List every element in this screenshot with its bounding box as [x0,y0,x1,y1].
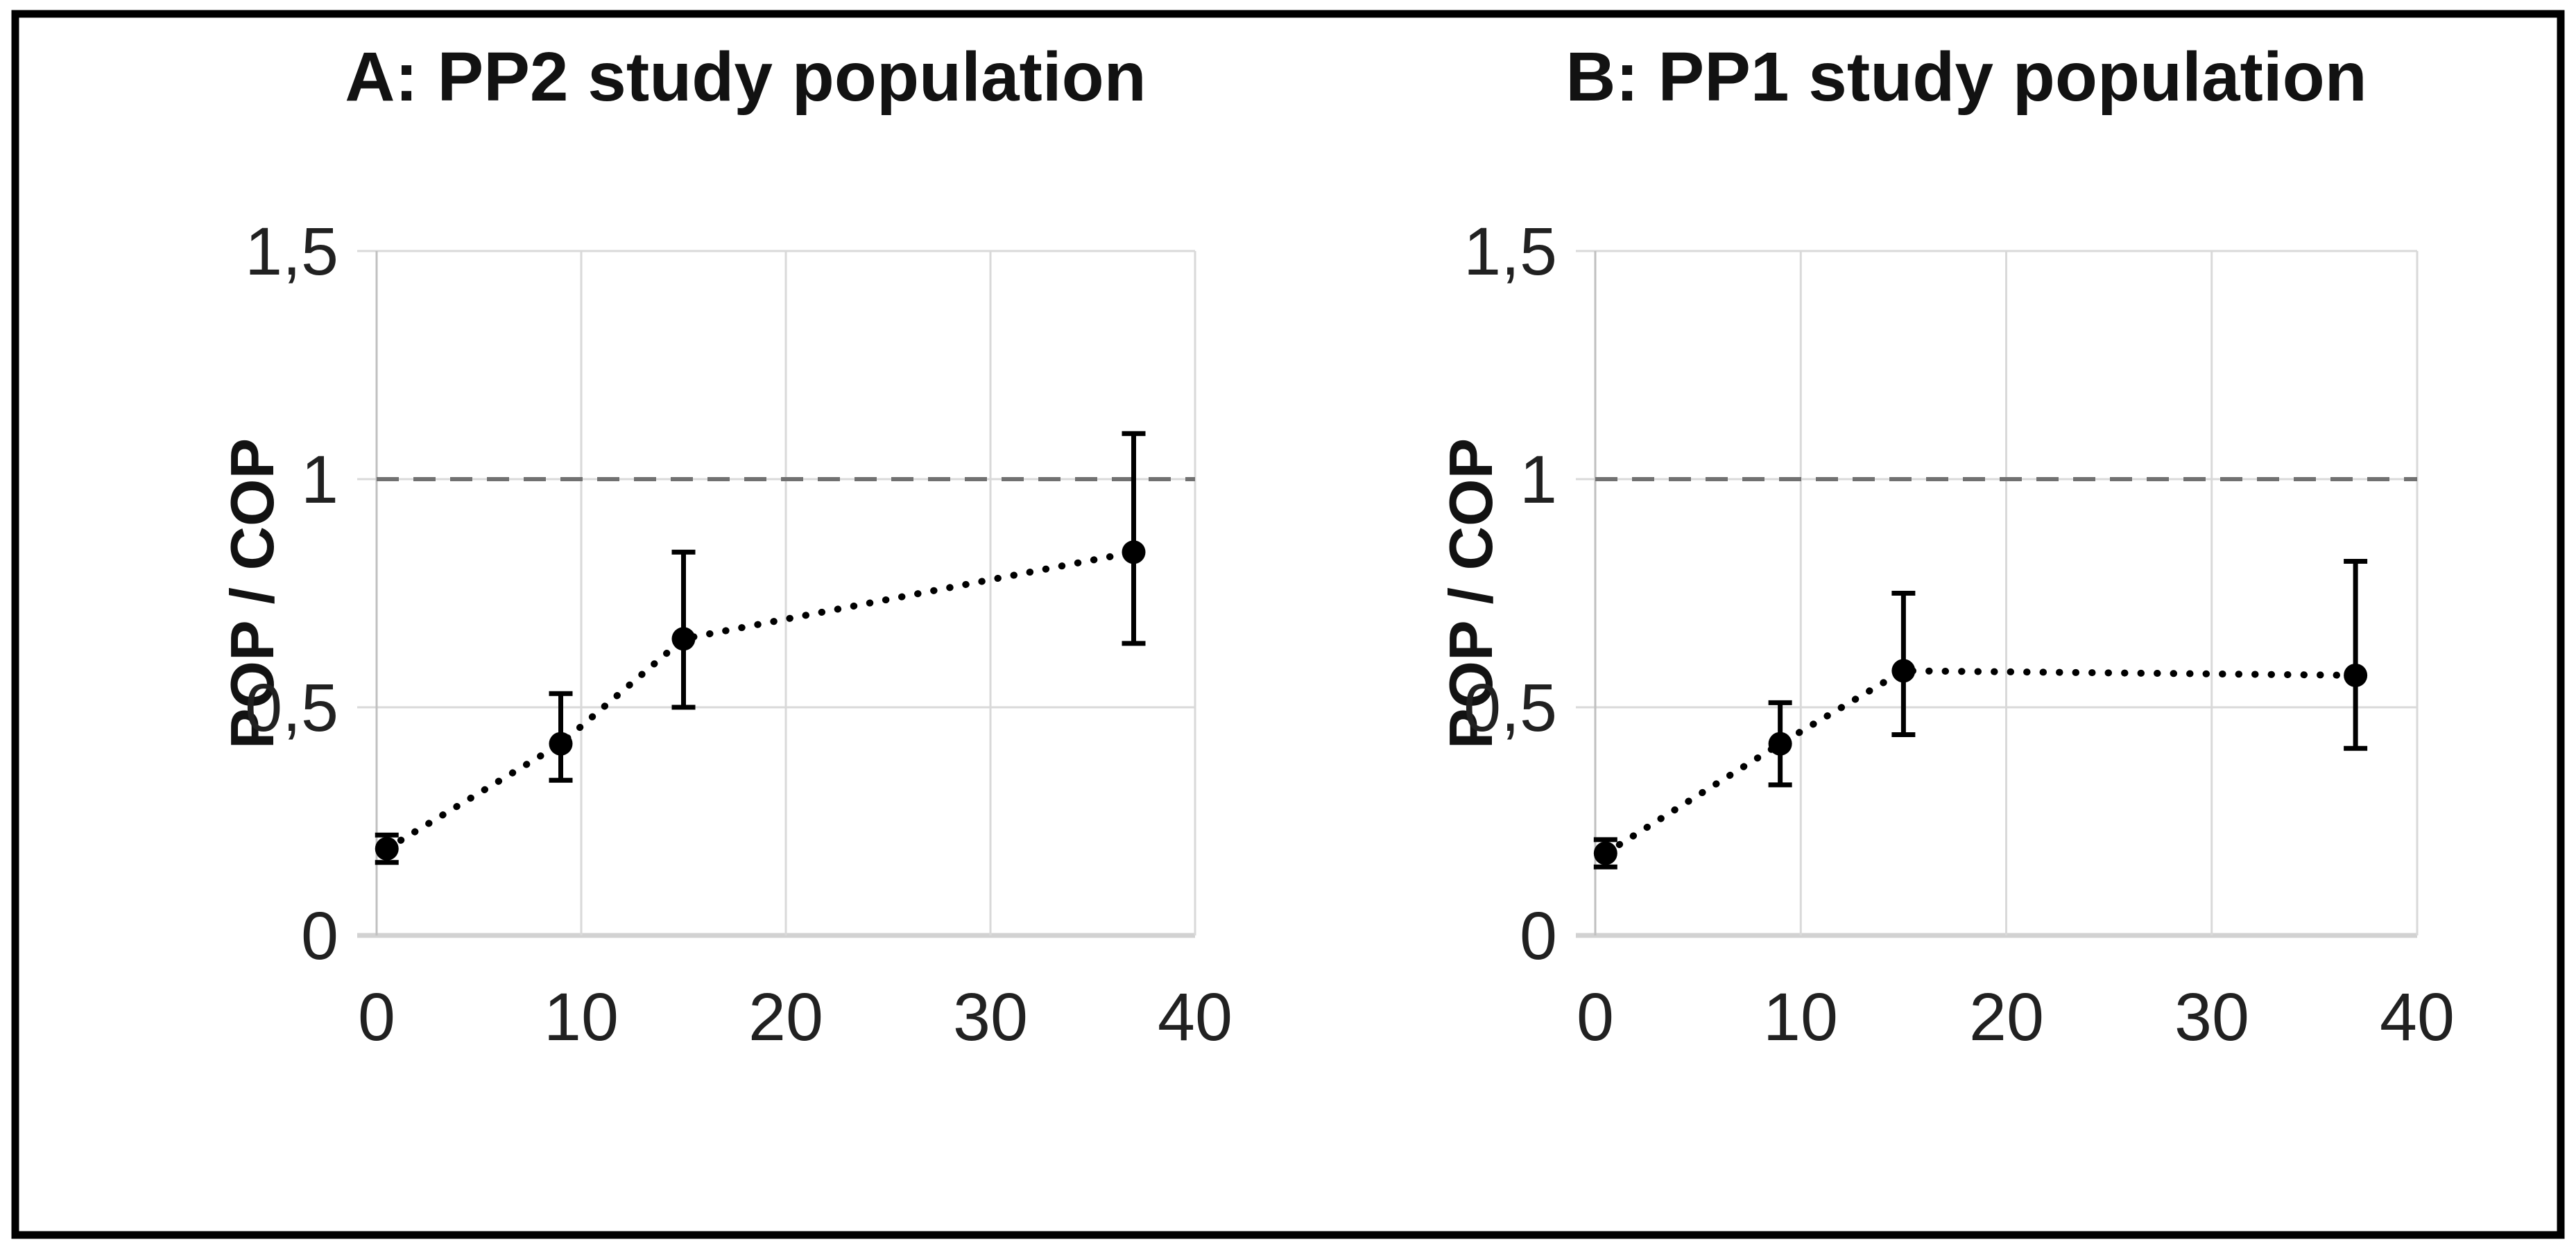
x-tick-label: 10 [1763,979,1838,1055]
data-point-marker [671,627,696,651]
panel-b-x-tick-labels: 0 10 20 30 40 [1577,979,2455,1055]
x-tick-label: 0 [1577,979,1614,1055]
panel-a-title: A: PP2 study population [345,38,1147,116]
panel-b-geometry [1576,250,2419,938]
y-tick-label: 0 [301,898,338,974]
figure-border [11,10,2565,1239]
panel-b-y-axis-title: POP / COP [1436,438,1505,749]
y-tick-label: 0,5 [1463,670,1557,745]
panel-a-geometry [357,250,1196,938]
x-tick-label: 30 [2174,979,2249,1055]
data-point-marker [2344,663,2368,687]
data-point-marker [1593,841,1617,865]
y-tick-label: 1 [301,442,338,517]
x-tick-label: 0 [358,979,395,1055]
y-tick-label: 0,5 [245,670,338,745]
panel-b-y-tick-labels: 0 0,5 1 1,5 [1463,214,1557,974]
series-dotted-line [383,548,1137,852]
y-tick-label: 1,5 [1463,214,1557,289]
data-point-marker [1768,732,1792,756]
panel-a-y-axis-title: POP / COP [218,438,286,749]
data-point-marker [375,836,399,861]
x-tick-label: 20 [1969,979,2044,1055]
data-point-marker [549,732,573,756]
x-tick-label: 30 [953,979,1028,1055]
x-tick-label: 40 [2380,979,2455,1055]
y-tick-label: 0 [1520,898,1557,974]
x-tick-label: 10 [544,979,619,1055]
series-dotted-line [1602,667,2360,857]
panel-b-title: B: PP1 study population [1565,38,2367,116]
x-tick-label: 40 [1158,979,1233,1055]
error-bar [1122,431,1146,646]
panel-a-y-tick-labels: 0 0,5 1 1,5 [245,214,338,974]
y-tick-label: 1 [1520,442,1557,517]
data-point-marker [1122,540,1146,564]
data-point-marker [1891,659,1916,683]
x-tick-label: 20 [748,979,823,1055]
error-bar [2344,558,2368,751]
y-tick-label: 1,5 [245,214,338,289]
panel-a-x-tick-labels: 0 10 20 30 40 [358,979,1233,1055]
